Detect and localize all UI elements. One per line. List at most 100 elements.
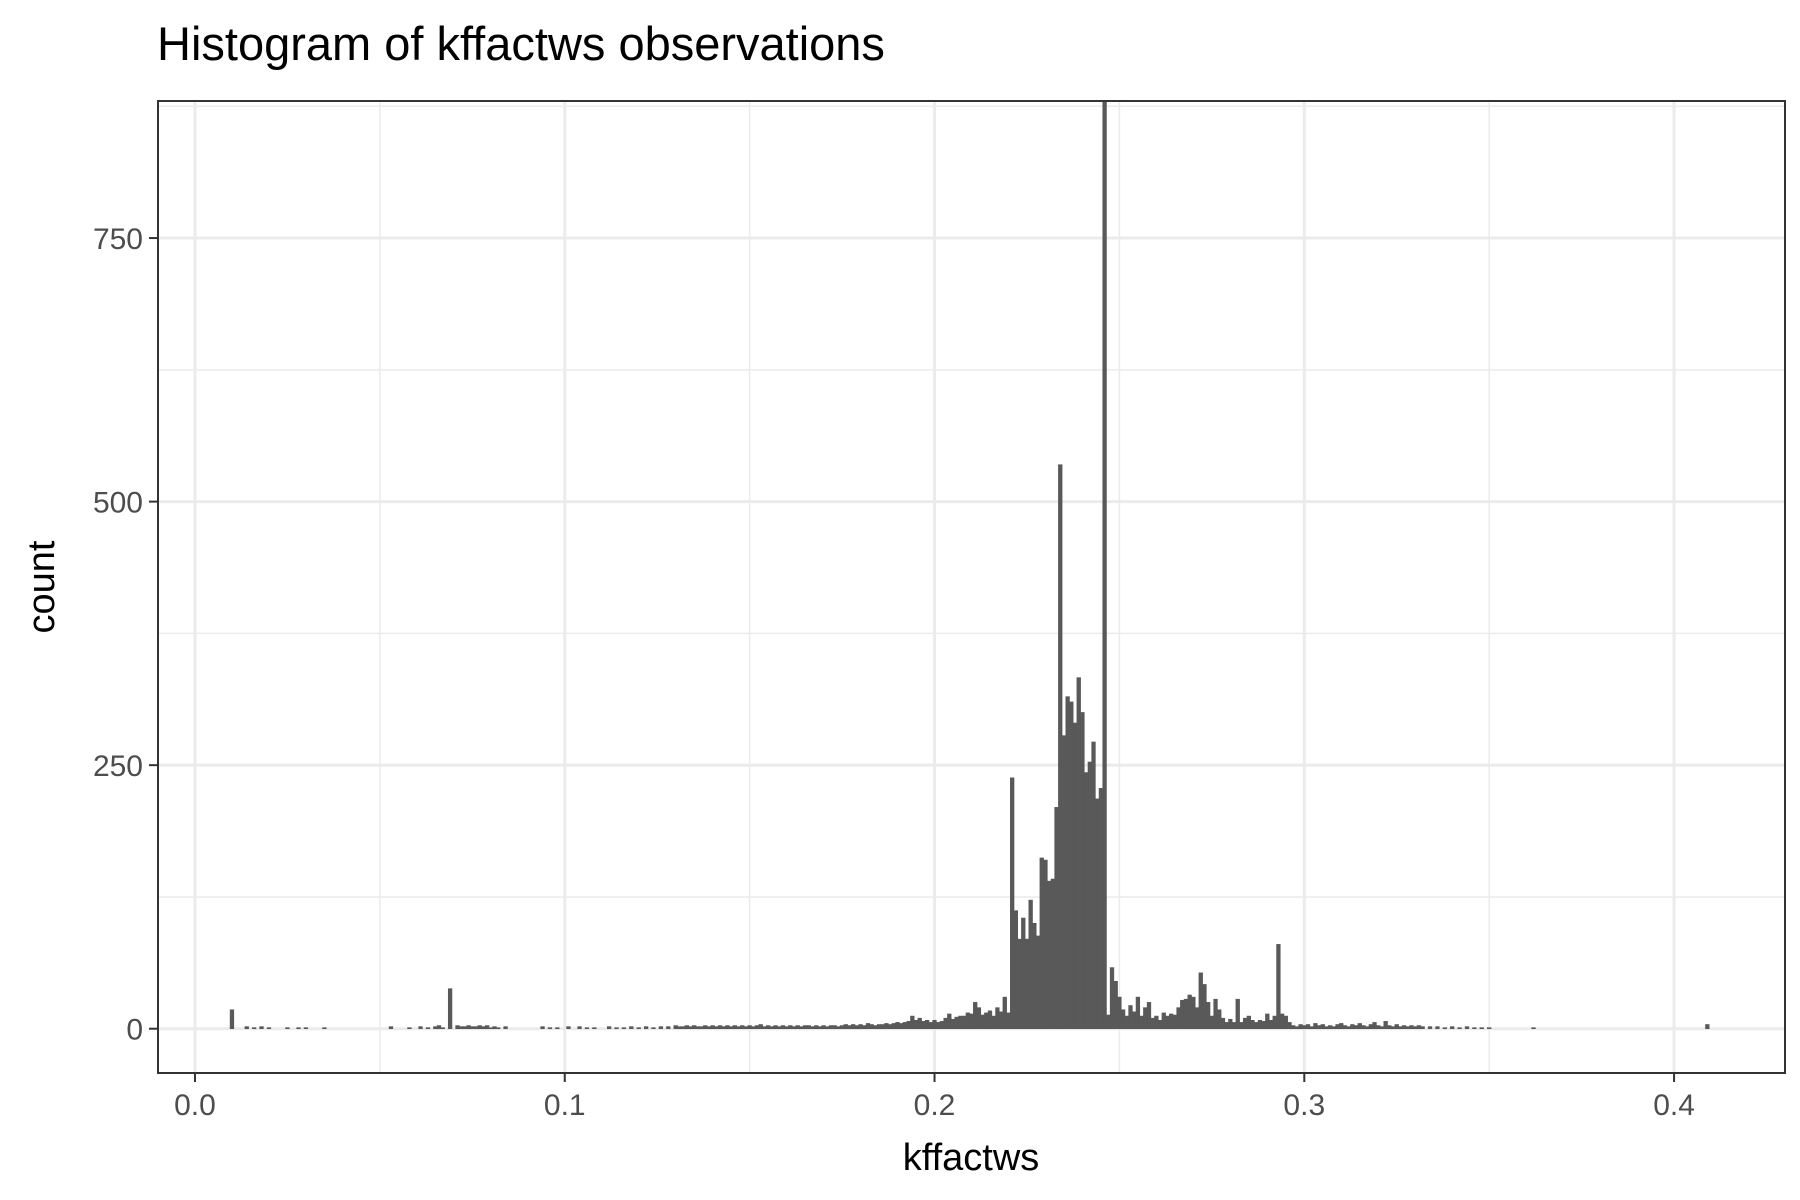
histogram-bar	[1021, 917, 1026, 1030]
histogram-bar	[780, 1025, 786, 1030]
histogram-bar	[1316, 1025, 1322, 1030]
histogram-bar	[1272, 1015, 1277, 1030]
chart-title: Histogram of kffactws observations	[157, 17, 885, 70]
histogram-bar	[1143, 1007, 1148, 1030]
histogram-bar	[961, 1015, 967, 1030]
histogram-bar	[758, 1024, 763, 1030]
histogram-bar	[695, 1026, 701, 1030]
histogram-bar	[1287, 1022, 1292, 1030]
histogram-bar	[1176, 1007, 1181, 1030]
histogram-bar	[266, 1027, 272, 1030]
histogram-bar	[1531, 1027, 1536, 1030]
histogram-bar	[1124, 1015, 1129, 1030]
histogram-bar	[932, 1019, 937, 1030]
histogram-bar	[1464, 1026, 1470, 1030]
histogram-bar	[1335, 1024, 1340, 1030]
histogram-bar	[732, 1025, 737, 1030]
histogram-bar	[503, 1026, 508, 1030]
histogram-bar	[1427, 1026, 1433, 1030]
histogram-bar	[854, 1025, 860, 1030]
histogram-bar	[1180, 999, 1185, 1030]
histogram-bar	[913, 1019, 919, 1030]
histogram-bar	[1342, 1025, 1348, 1030]
histogram-bar	[1398, 1026, 1403, 1030]
histogram-bar	[895, 1022, 900, 1030]
histogram-bar	[1357, 1023, 1362, 1030]
histogram-bar	[388, 1026, 394, 1030]
histogram-bar	[488, 1027, 493, 1030]
histogram-bar	[1435, 1026, 1440, 1030]
histogram-bar	[1390, 1026, 1396, 1030]
histogram-bar	[769, 1026, 774, 1030]
histogram-bar	[1291, 1025, 1296, 1030]
histogram-bar	[958, 1015, 963, 1030]
histogram-bar	[1206, 1002, 1211, 1030]
histogram-bar	[651, 1027, 656, 1030]
histogram-bar	[555, 1027, 560, 1030]
histogram-bar	[1113, 980, 1118, 1030]
histogram-bar	[1154, 1015, 1159, 1030]
histogram-bar	[869, 1024, 874, 1030]
histogram-bar	[810, 1026, 815, 1030]
histogram-bar	[1353, 1025, 1359, 1030]
histogram-bar	[1069, 701, 1074, 1030]
histogram-bar	[954, 1016, 959, 1030]
histogram-bar	[973, 1002, 978, 1030]
histogram-bar	[1039, 857, 1044, 1030]
histogram-bar	[473, 1026, 479, 1030]
histogram-bar	[1279, 1013, 1285, 1030]
histogram-bar	[1213, 998, 1218, 1030]
histogram-bar	[1376, 1025, 1381, 1030]
histogram-bar	[251, 1027, 257, 1030]
histogram-bar	[492, 1026, 497, 1030]
histogram-bar	[858, 1024, 863, 1030]
histogram-bar	[910, 1015, 915, 1030]
histogram-bar	[677, 1026, 682, 1030]
histogram-bar	[939, 1021, 945, 1030]
histogram-bar	[1442, 1027, 1447, 1030]
histogram-bar	[1183, 998, 1189, 1030]
histogram-bar	[888, 1024, 893, 1030]
y-tick-label: 250	[93, 750, 143, 783]
histogram-bar	[943, 1017, 948, 1030]
histogram-bar	[1487, 1027, 1492, 1030]
histogram-bar	[606, 1026, 612, 1030]
histogram-bar	[773, 1025, 778, 1030]
histogram-bar	[891, 1023, 896, 1030]
y-axis-ticks: 0 250 500 750	[93, 223, 158, 1047]
major-gridlines	[158, 101, 1785, 1073]
histogram-bar	[1050, 878, 1055, 1030]
histogram-bar	[1061, 735, 1067, 1030]
histogram-bar	[725, 1025, 730, 1030]
histogram-bar	[577, 1026, 582, 1030]
histogram-bar	[481, 1026, 486, 1030]
histogram-bar	[614, 1027, 619, 1030]
y-axis-title: count	[21, 540, 63, 633]
histogram-bar	[1006, 1012, 1011, 1030]
histogram-bar	[1250, 1019, 1255, 1030]
histogram-bars	[229, 100, 1710, 1030]
histogram-bar	[1098, 788, 1104, 1030]
histogram-bar	[917, 1017, 922, 1030]
histogram-bar	[1405, 1026, 1410, 1030]
histogram-bar	[1372, 1022, 1377, 1030]
histogram-bar	[1361, 1025, 1366, 1030]
histogram-bar	[1228, 1018, 1233, 1030]
histogram-bar	[965, 1012, 970, 1030]
histogram-bar	[921, 1021, 926, 1030]
histogram-bar	[1283, 1015, 1288, 1030]
histogram-bar	[728, 1026, 734, 1030]
histogram-bar	[814, 1025, 819, 1030]
histogram-bar	[1383, 1021, 1388, 1030]
histogram-bar	[440, 1027, 445, 1030]
histogram-bar	[795, 1025, 800, 1030]
histogram-bar	[1350, 1024, 1355, 1030]
histogram-bar	[802, 1025, 808, 1030]
histogram-bar	[1705, 1024, 1710, 1030]
histogram-bar	[1109, 967, 1115, 1030]
histogram-bar	[303, 1027, 309, 1030]
histogram-bar	[455, 1025, 460, 1030]
histogram-bar	[1054, 807, 1059, 1030]
histogram-bar	[710, 1025, 715, 1030]
histogram-bar	[976, 1007, 982, 1030]
